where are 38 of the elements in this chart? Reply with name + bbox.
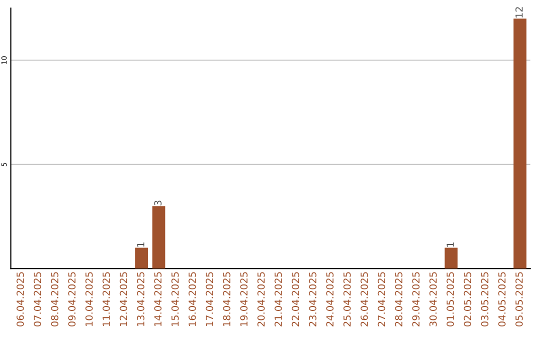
bar (444, 248, 458, 269)
x-tick-label: 12.04.2025 (120, 272, 128, 326)
x-tick-label: 26.04.2025 (360, 272, 368, 326)
x-tick-label: 21.04.2025 (274, 272, 282, 326)
bar (152, 206, 166, 269)
x-tick-label: 29.04.2025 (412, 272, 420, 326)
x-tick-label: 25.04.2025 (343, 272, 351, 326)
x-tick-label: 24.04.2025 (326, 272, 334, 326)
x-tick-label: 20.04.2025 (257, 272, 265, 326)
x-tick-label: 03.05.2025 (481, 272, 488, 326)
x-tick-label: 28.04.2025 (395, 272, 402, 326)
x-tick-label: 18.04.2025 (223, 272, 230, 326)
x-tick-label: 10.04.2025 (85, 272, 93, 326)
data-label: 3 (154, 200, 162, 206)
x-tick-label: 11.04.2025 (102, 272, 110, 326)
x-tick-label: 16.04.2025 (188, 272, 196, 326)
x-tick-label: 08.04.2025 (50, 272, 58, 326)
x-tick-label: 05.05.2025 (515, 272, 523, 326)
x-tick-label: 13.04.2025 (136, 272, 144, 326)
x-tick-label: 17.04.2025 (206, 272, 214, 326)
x-tick-label: 22.04.2025 (292, 272, 300, 326)
x-tick-label: 01.05.2025 (446, 272, 454, 326)
x-tick-label: 27.04.2025 (378, 272, 386, 326)
x-tick-label: 02.05.2025 (464, 272, 472, 326)
x-tick-label: 19.04.2025 (240, 272, 248, 326)
x-tick-label: 04.05.2025 (498, 272, 506, 326)
data-label: 1 (137, 242, 144, 247)
bar (514, 18, 526, 269)
x-tick-label: 09.04.2025 (68, 272, 76, 326)
x-tick-label: 07.04.2025 (34, 272, 42, 326)
bar (135, 248, 148, 269)
x-tick-label: 06.04.2025 (16, 272, 24, 326)
x-tick-label: 30.04.2025 (429, 272, 437, 326)
x-tick-label: 23.04.2025 (309, 272, 316, 326)
data-label: 12 (515, 7, 523, 18)
x-tick-label: 14.04.2025 (154, 272, 162, 326)
x-tick-label: 15.04.2025 (171, 272, 179, 326)
data-label: 1 (446, 242, 454, 247)
